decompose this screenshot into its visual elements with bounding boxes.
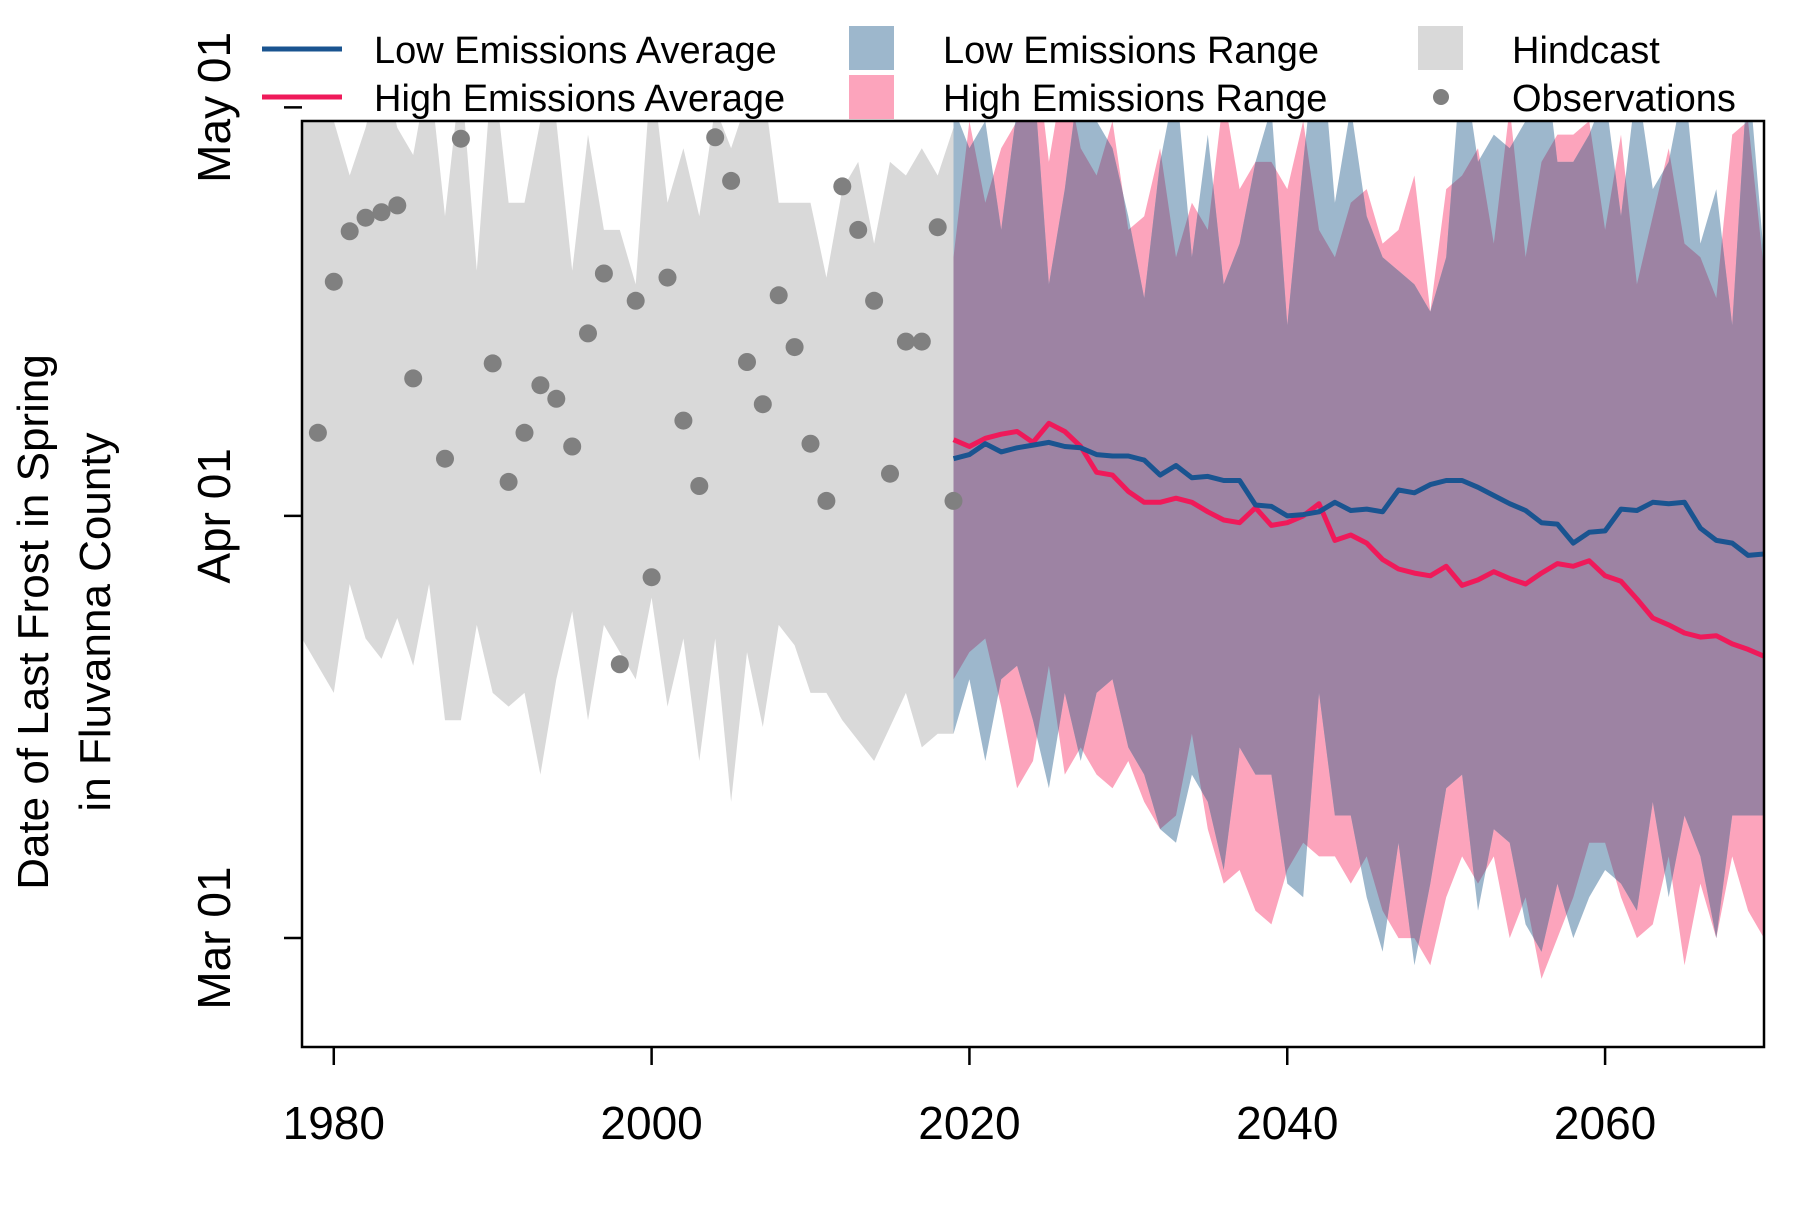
- legend-label-hindcast: Hindcast: [1512, 30, 1660, 72]
- legend-swatch-observations: [1433, 89, 1449, 105]
- observation-point: [912, 332, 931, 351]
- x-tick-label: 1980: [283, 1097, 385, 1149]
- legend: Low Emissions Average High Emissions Ave…: [262, 26, 1736, 120]
- observation-point: [944, 491, 963, 510]
- observation-point: [674, 411, 693, 430]
- observation-point: [896, 332, 915, 351]
- observation-point: [579, 324, 597, 343]
- observation-point: [642, 568, 661, 587]
- average-lines: [952, 420, 1764, 659]
- high-emissions-average-line: [952, 420, 1764, 659]
- x-tick-label: 2000: [600, 1097, 702, 1149]
- x-tick-label: 2060: [1554, 1097, 1656, 1149]
- x-axis: 1980 2000 2020 2040 2060: [283, 1047, 1656, 1149]
- observation-point: [658, 268, 677, 287]
- observation-point: [610, 655, 629, 674]
- hindcast-range-band: [302, 121, 954, 802]
- observation-point: [928, 218, 947, 237]
- observation-point: [594, 264, 613, 283]
- observation-point: [563, 437, 582, 456]
- observation-point: [547, 389, 566, 408]
- legend-swatch-hindcast: [1418, 26, 1463, 70]
- y-tick-label: May 01: [188, 32, 240, 183]
- legend-label-high-range: High Emissions Range: [943, 78, 1327, 120]
- range-bands: [302, 121, 1764, 979]
- observation-point: [738, 353, 756, 371]
- y-tick-label: Mar 01: [188, 867, 240, 1010]
- x-tick-label: 2040: [1236, 1097, 1338, 1149]
- observation-point: [372, 203, 391, 222]
- observation-point: [849, 220, 868, 239]
- y-tick-label: Apr 01: [188, 448, 240, 584]
- observation-point: [340, 222, 359, 241]
- legend-label-high-avg: High Emissions Average: [374, 78, 785, 120]
- legend-swatch-low-range: [849, 26, 894, 70]
- observation-point: [451, 129, 470, 148]
- observation-point: [483, 354, 502, 373]
- plot-area: [302, 121, 1764, 979]
- legend-label-low-avg: Low Emissions Average: [374, 30, 777, 72]
- observation-point: [690, 477, 709, 495]
- legend-label-low-range: Low Emissions Range: [943, 30, 1319, 72]
- observation-point: [785, 338, 804, 357]
- observation-point: [436, 449, 454, 468]
- observation-point: [356, 208, 375, 227]
- observation-point: [817, 491, 836, 510]
- y-axis-label-line-2: in Fluvanna County: [71, 432, 120, 811]
- observation-point: [881, 464, 899, 483]
- observation-point: [324, 272, 343, 291]
- observation-point: [388, 196, 407, 215]
- plot-frame: [300, 119, 1766, 1049]
- y-axis-label: Date of Last Frost in Spring in Fluvanna…: [9, 354, 120, 890]
- observation-point: [769, 286, 788, 305]
- legend-swatch-high-range: [849, 75, 894, 119]
- observation-point: [865, 291, 884, 310]
- range-overlap-band: [953, 121, 1764, 966]
- low-emissions-average-line: [952, 439, 1764, 558]
- observation-point: [722, 171, 741, 190]
- observation-point: [801, 434, 820, 453]
- observation-point: [833, 177, 852, 196]
- observation-point: [499, 472, 518, 491]
- legend-label-observations: Observations: [1512, 78, 1736, 120]
- observation-points: [308, 128, 963, 674]
- observation-point: [404, 369, 423, 388]
- observation-point: [706, 128, 725, 147]
- observation-point: [515, 423, 534, 442]
- observation-point: [753, 395, 772, 414]
- x-tick-label: 2020: [918, 1097, 1020, 1149]
- observation-point: [308, 423, 327, 442]
- y-axis: Mar 01 Apr 01 May 01: [188, 32, 302, 1010]
- observation-point: [626, 291, 645, 310]
- observation-point: [531, 376, 550, 395]
- y-axis-label-line-1: Date of Last Frost in Spring: [9, 354, 58, 890]
